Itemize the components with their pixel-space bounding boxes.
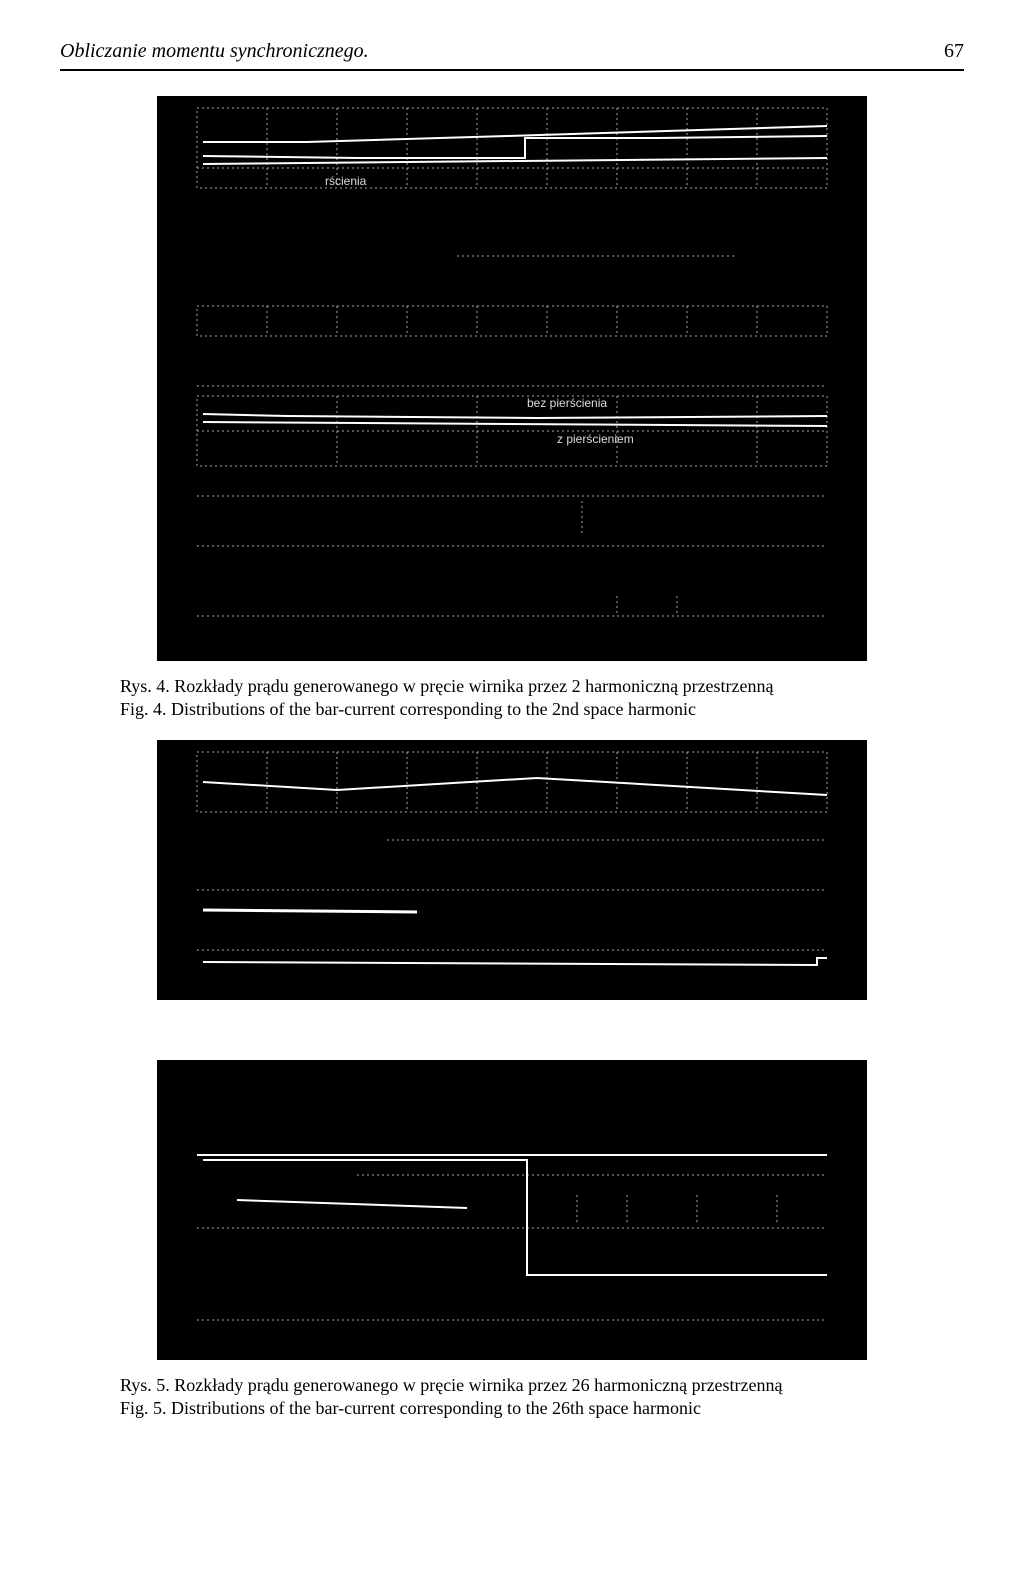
caption-5-rys: Rys. 5. Rozkłady prądu generowanego w pr…: [120, 1374, 904, 1397]
caption-4-fig: Fig. 4. Distributions of the bar-current…: [120, 698, 904, 721]
figure-5a-svg: [157, 740, 867, 1000]
caption-5-fig: Fig. 5. Distributions of the bar-current…: [120, 1397, 904, 1420]
figure-4: rścienia bez pierścienia z pierścieniem: [157, 96, 867, 661]
caption-4: Rys. 4. Rozkłady prądu generowanego w pr…: [120, 675, 904, 722]
page-header: Obliczanie momentu synchronicznego. 67: [60, 40, 964, 71]
figure-5b-svg: [157, 1060, 867, 1360]
caption-4-rys: Rys. 4. Rozkłady prądu generowanego w pr…: [120, 675, 904, 698]
figure-5-upper: [157, 740, 867, 1000]
label-z-pierscieniem: z pierścieniem: [557, 432, 634, 446]
label-rscienia: rścienia: [325, 174, 366, 188]
running-title: Obliczanie momentu synchronicznego.: [60, 40, 369, 63]
label-bez-pierscienia: bez pierścienia: [527, 396, 607, 410]
caption-5: Rys. 5. Rozkłady prądu generowanego w pr…: [120, 1374, 904, 1421]
figure-5-lower: [157, 1060, 867, 1360]
figure-4-svg: [157, 96, 867, 661]
page-number: 67: [944, 40, 964, 63]
